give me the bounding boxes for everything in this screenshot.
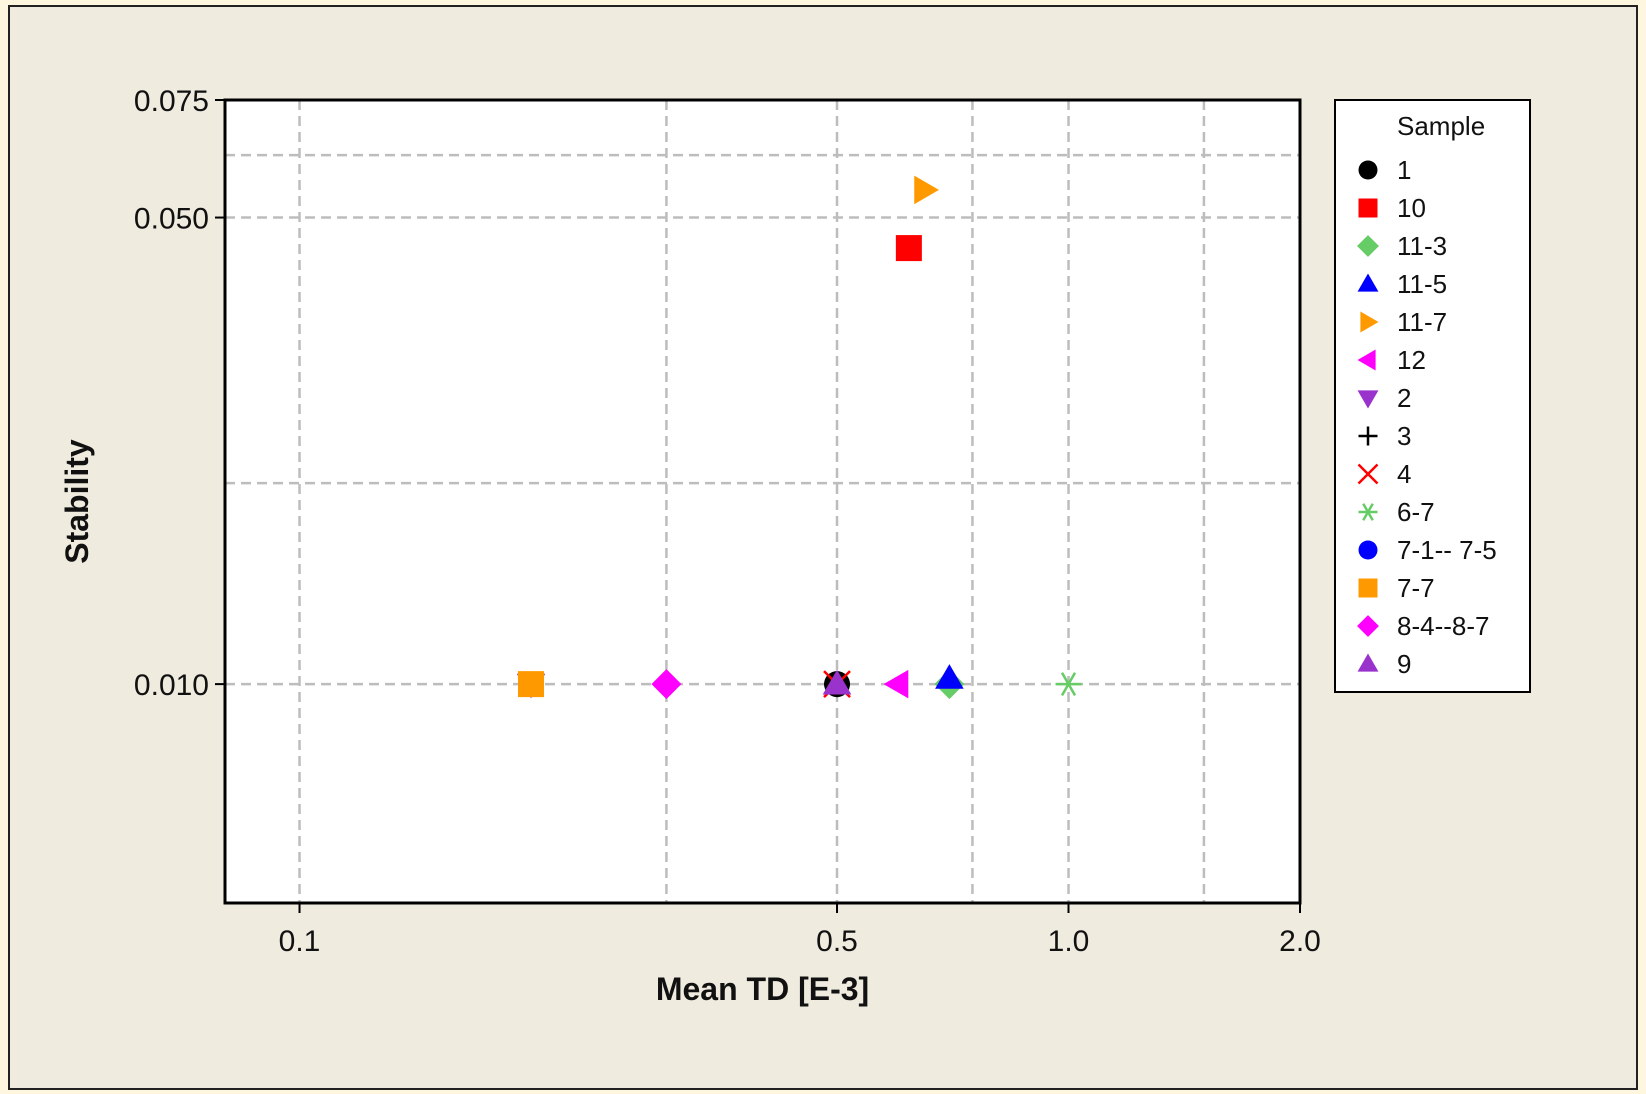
scatter-chart: 0.1 0.5 1.0 2.0 0.010 0.050 0.075 Mean TD [E-…	[59, 85, 1531, 1007]
legend-marker	[1360, 311, 1379, 333]
legend-marker	[1357, 235, 1379, 257]
point-11-5	[935, 664, 964, 689]
y-axis-title: Stability	[59, 439, 95, 564]
legend-label: 2	[1397, 383, 1411, 413]
y-axis: 0.010 0.050 0.075	[134, 85, 225, 702]
legend-marker	[1357, 349, 1376, 371]
legend-marker	[1357, 615, 1379, 637]
legend-item: 11-3	[1357, 231, 1447, 261]
legend-marker	[1357, 653, 1379, 672]
legend-item: 1	[1358, 155, 1411, 185]
legend-label: 9	[1397, 649, 1411, 679]
legend-label: 11-7	[1397, 307, 1447, 337]
legend-marker	[1357, 273, 1379, 292]
legend-item: 7-1-- 7-5	[1358, 535, 1497, 565]
legend-item: 3	[1358, 421, 1411, 451]
legend-marker	[1358, 578, 1378, 598]
legend-label: 3	[1397, 421, 1411, 451]
grid-lines	[225, 100, 1300, 903]
legend-item: 6-7	[1358, 497, 1435, 527]
point-8-4--8-7	[651, 669, 682, 700]
legend-title: Sample	[1397, 111, 1485, 141]
legend: Sample 1 10 11-3 11-5 11-7 12 2 3 4 6-7 7-1-- 7-5 7…	[1334, 99, 1531, 693]
y-tick-label: 0.050	[134, 203, 209, 236]
legend-marker	[1358, 540, 1378, 560]
point-7-7	[518, 671, 545, 698]
legend-item: 10	[1358, 193, 1426, 223]
point-6-7	[1055, 672, 1082, 697]
point-12	[883, 669, 909, 699]
legend-item: 7-7	[1358, 573, 1435, 603]
legend-marker	[1358, 503, 1378, 521]
x-tick-label: 0.1	[279, 925, 321, 958]
point-11-7	[914, 175, 939, 205]
legend-label: 7-7	[1397, 573, 1435, 603]
legend-item: 11-7	[1360, 307, 1447, 337]
legend-label: 1	[1397, 155, 1411, 185]
x-axis-title: Mean TD [E-3]	[656, 971, 869, 1007]
y-tick-label: 0.010	[134, 669, 209, 702]
point-9	[822, 669, 852, 695]
legend-label: 7-1-- 7-5	[1397, 535, 1497, 565]
legend-label: 12	[1397, 345, 1426, 375]
legend-marker	[1357, 463, 1379, 485]
point-10	[895, 235, 922, 262]
legend-item: 12	[1357, 345, 1426, 375]
legend-label: 4	[1397, 459, 1411, 489]
chart-frame: 0.1 0.5 1.0 2.0 0.010 0.050 0.075 Mean TD [E-…	[8, 5, 1638, 1090]
x-tick-label: 1.0	[1048, 925, 1090, 958]
legend-marker	[1358, 198, 1378, 218]
y-tick-label: 0.075	[134, 85, 209, 118]
legend-label: 6-7	[1397, 497, 1435, 527]
x-tick-label: 0.5	[816, 925, 858, 958]
x-tick-label: 2.0	[1279, 925, 1321, 958]
legend-marker	[1358, 426, 1378, 446]
plot-area	[225, 100, 1300, 903]
legend-label: 10	[1397, 193, 1426, 223]
x-axis: 0.1 0.5 1.0 2.0	[279, 903, 1321, 958]
legend-marker	[1358, 160, 1378, 180]
legend-item: 9	[1357, 649, 1411, 679]
plot-border	[223, 98, 1302, 905]
legend-label: 11-3	[1397, 231, 1447, 261]
legend-label: 11-5	[1397, 269, 1447, 299]
legend-label: 8-4--8-7	[1397, 611, 1489, 641]
legend-item: 4	[1357, 459, 1411, 489]
legend-item: 8-4--8-7	[1357, 611, 1489, 641]
data-points	[516, 175, 1082, 700]
legend-marker	[1357, 390, 1379, 409]
legend-item: 11-5	[1357, 269, 1447, 299]
legend-item: 2	[1357, 383, 1411, 413]
